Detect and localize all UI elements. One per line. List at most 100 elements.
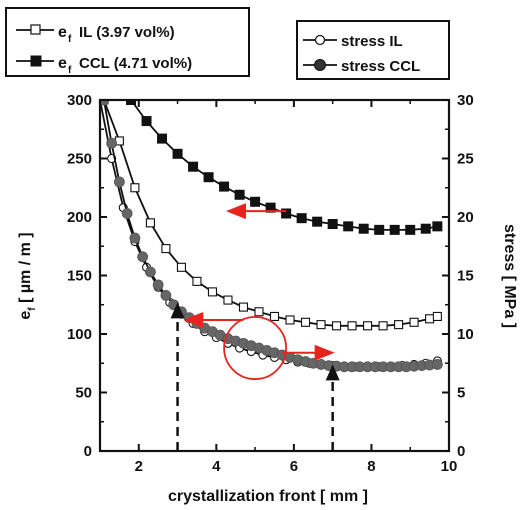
series-ef_il bbox=[100, 100, 442, 331]
point-ef_ccl-13 bbox=[327, 219, 338, 230]
svg-text:e: e bbox=[58, 55, 67, 72]
point-ef_ccl-6 bbox=[219, 181, 230, 192]
legend-label-stress-il: stress IL bbox=[341, 33, 403, 50]
point-stress_ccl-4 bbox=[129, 232, 141, 244]
point-stress_ccl-2 bbox=[113, 176, 125, 188]
point-ef_ccl-1 bbox=[141, 116, 152, 127]
y-right-tick-label-4: 20 bbox=[457, 209, 474, 226]
series-ef_ccl bbox=[126, 100, 443, 235]
y-left-tick-label-6: 300 bbox=[67, 92, 92, 109]
svg-text:f: f bbox=[68, 65, 72, 76]
series-layer bbox=[100, 100, 443, 373]
y-right-tick-label-0: 0 bbox=[457, 443, 465, 460]
y-axis-label-left: ef [ µm / m ] bbox=[17, 232, 38, 319]
point-ef_ccl-12 bbox=[312, 216, 323, 227]
point-ef_il-6 bbox=[192, 276, 202, 286]
legend-ef: e f IL (3.97 vol%) e f CCL (4.71 vol%) bbox=[5, 7, 250, 77]
point-ef_il-2 bbox=[130, 183, 140, 193]
legend-label-ef-ccl: CCL (4.71 vol%) bbox=[79, 55, 192, 72]
svg-text:f: f bbox=[68, 34, 72, 45]
point-ef_il-10 bbox=[254, 307, 264, 317]
point-ef_il-16 bbox=[347, 321, 357, 331]
point-ef_il-15 bbox=[331, 321, 342, 331]
legend-item-stress-ccl: stress CCL bbox=[303, 58, 420, 75]
point-stress_ccl-1 bbox=[106, 137, 118, 149]
x-tick-label-2: 6 bbox=[290, 458, 298, 475]
y-left-tick-label-5: 250 bbox=[67, 151, 92, 168]
point-stress_ccl-5 bbox=[137, 251, 149, 263]
point-stress_ccl-0 bbox=[100, 100, 110, 106]
y-right-tick-label-6: 30 bbox=[457, 92, 474, 109]
point-ef_il-21 bbox=[425, 314, 435, 324]
point-ef_ccl-11 bbox=[296, 213, 307, 224]
point-ef_il-7 bbox=[207, 287, 218, 297]
dashed-arrow-0 bbox=[170, 302, 185, 451]
point-ef_ccl-18 bbox=[405, 224, 416, 235]
point-ef_il-3 bbox=[145, 218, 155, 228]
y-right-tick-label-5: 25 bbox=[457, 151, 474, 168]
point-stress_ccl-3 bbox=[121, 208, 133, 219]
legend-item-ef-il: e f IL (3.97 vol%) bbox=[16, 24, 175, 45]
point-stress_ccl-6 bbox=[145, 266, 156, 278]
y-left-tick-label-3: 150 bbox=[67, 268, 92, 285]
point-ef_ccl-4 bbox=[188, 161, 199, 172]
legend-label-stress-ccl: stress CCL bbox=[341, 58, 420, 75]
series-line-ef_il bbox=[103, 100, 438, 327]
point-ef_il-20 bbox=[409, 317, 419, 327]
y-left-tick-label-4: 200 bbox=[67, 209, 92, 226]
point-ef_il-18 bbox=[378, 321, 388, 331]
legend-stress: stress IL stress CCL bbox=[296, 20, 450, 80]
point-ef_il-22 bbox=[432, 311, 442, 322]
point-stress_ccl-8 bbox=[160, 289, 172, 301]
legend-item-ef-ccl: e f CCL (4.71 vol%) bbox=[16, 55, 192, 76]
svg-text:ef [ µm / m ]: ef [ µm / m ] bbox=[17, 232, 38, 319]
series-stress_il bbox=[100, 100, 442, 372]
point-ef_ccl-19 bbox=[420, 223, 431, 234]
y-right-tick-label-1: 5 bbox=[457, 385, 465, 402]
y-left-tick-label-0: 0 bbox=[84, 443, 92, 460]
point-ef_ccl-8 bbox=[250, 196, 261, 207]
annotations bbox=[170, 203, 340, 451]
point-ef_il-8 bbox=[223, 295, 233, 305]
point-stress_ccl-43 bbox=[431, 359, 443, 370]
point-ef_ccl-2 bbox=[157, 133, 168, 144]
point-ef_il-11 bbox=[269, 311, 280, 322]
svg-text:e: e bbox=[58, 24, 67, 41]
point-ef_il-5 bbox=[176, 262, 186, 272]
point-ef_ccl-5 bbox=[203, 172, 214, 183]
legend-item-stress-il: stress IL bbox=[303, 33, 403, 50]
x-tick-label-4: 10 bbox=[441, 458, 458, 475]
point-ef_ccl-10 bbox=[281, 208, 292, 219]
x-tick-label-1: 4 bbox=[212, 458, 221, 475]
point-ef_ccl-14 bbox=[343, 221, 354, 232]
x-axis-label: crystallization front [ mm ] bbox=[168, 488, 368, 505]
point-ef_ccl-17 bbox=[389, 224, 400, 235]
red-circle bbox=[223, 316, 288, 380]
y-right-tick-label-2: 10 bbox=[457, 326, 474, 343]
point-ef_il-13 bbox=[300, 317, 311, 327]
point-ef_il-9 bbox=[238, 302, 249, 312]
point-ef_ccl-16 bbox=[374, 224, 385, 235]
point-stress_ccl-7 bbox=[152, 279, 164, 291]
point-ef_ccl-20 bbox=[432, 221, 443, 232]
y-right-tick-label-3: 15 bbox=[457, 268, 474, 285]
point-ef_ccl-3 bbox=[172, 148, 183, 159]
series-stress_ccl bbox=[100, 100, 443, 373]
point-ef_ccl-7 bbox=[234, 189, 245, 200]
point-ef_il-12 bbox=[285, 315, 295, 325]
point-ef_ccl-0 bbox=[126, 100, 137, 105]
point-ef_il-17 bbox=[363, 321, 373, 331]
legend-label-ef-il: IL (3.97 vol%) bbox=[79, 24, 175, 41]
point-ef_ccl-15 bbox=[358, 223, 369, 234]
y-left-tick-label-1: 50 bbox=[75, 385, 92, 402]
y-axis-label-right: stress [ MPa ] bbox=[501, 224, 518, 328]
point-ef_il-19 bbox=[394, 320, 404, 330]
point-ef_il-14 bbox=[316, 320, 326, 330]
y-left-tick-label-2: 100 bbox=[67, 326, 92, 343]
dashed-arrow-1 bbox=[325, 364, 340, 451]
x-tick-label-0: 2 bbox=[135, 458, 143, 475]
x-tick-label-3: 8 bbox=[367, 458, 375, 475]
point-ef_il-4 bbox=[161, 244, 171, 254]
